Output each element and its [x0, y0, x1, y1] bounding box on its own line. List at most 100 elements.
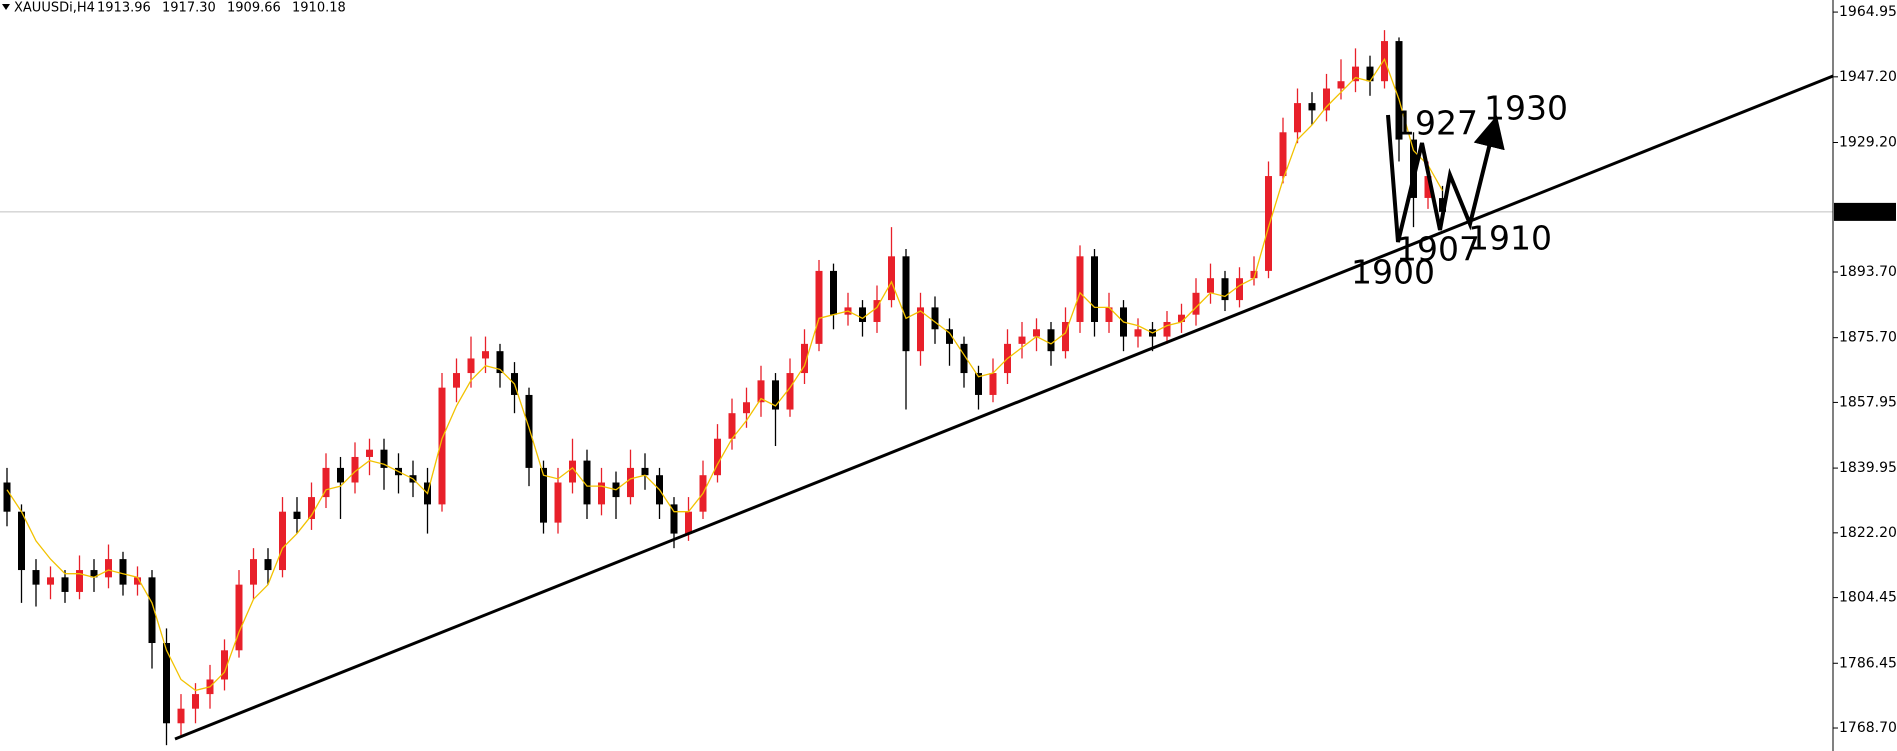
candle-body	[743, 402, 750, 414]
candle-body	[902, 256, 910, 352]
candle-body	[757, 380, 765, 403]
candle-body	[177, 708, 185, 724]
candle-body	[1134, 329, 1142, 337]
candle-body	[1308, 103, 1316, 111]
candle-body	[351, 456, 359, 483]
candle-body	[772, 380, 779, 410]
annotation: 1910	[1468, 219, 1552, 258]
low: 1909.66	[227, 1, 281, 16]
close: 1910.18	[292, 1, 346, 16]
symbol: XAUUSDi,H4	[14, 1, 95, 16]
y-tick-label: 1947.20	[1839, 69, 1897, 85]
candle-body	[540, 467, 547, 523]
candle-body	[61, 577, 69, 592]
candle-body	[917, 307, 924, 352]
annotation: 1907	[1396, 230, 1480, 269]
candle-body	[1163, 321, 1171, 337]
candle-body	[366, 449, 373, 457]
candle-body	[728, 413, 736, 439]
candle-body	[482, 351, 489, 359]
candle-body	[1221, 278, 1229, 301]
price-layer	[0, 30, 1833, 746]
zigzag-arrow	[1386, 114, 1505, 243]
candle-body	[47, 577, 54, 585]
candle-body	[1236, 278, 1243, 301]
candle-body	[815, 270, 823, 344]
candle-body	[931, 307, 939, 330]
candle-body	[3, 482, 11, 512]
candle-body	[641, 467, 649, 476]
candle-body	[1424, 176, 1432, 198]
candle-body	[960, 343, 968, 374]
candle-body	[1192, 292, 1200, 315]
y-tick-label: 1768.70	[1839, 720, 1897, 736]
candle-body	[888, 256, 895, 301]
candle-body	[453, 373, 460, 388]
current-price-label: 1910.18	[1837, 205, 1895, 221]
candle-body	[1091, 256, 1098, 322]
y-tick-label: 1929.20	[1839, 134, 1897, 150]
candle-body	[279, 511, 286, 571]
candle-body	[90, 570, 98, 578]
candle-body	[322, 467, 330, 498]
y-tick-label: 1857.95	[1839, 394, 1897, 410]
y-tick-label: 1822.20	[1839, 525, 1897, 541]
candle-body	[1279, 132, 1287, 177]
candle-body	[670, 504, 678, 534]
candle-body	[438, 387, 446, 505]
candle-body	[1018, 336, 1026, 344]
candle-body	[569, 460, 576, 483]
candle-body	[105, 559, 112, 578]
current-price-box	[1834, 202, 1896, 221]
candle-body	[496, 351, 504, 374]
candle-body	[1250, 270, 1258, 279]
candle-body	[235, 584, 243, 651]
candle-body	[293, 511, 301, 519]
candle-body	[134, 577, 141, 585]
annotation: 1927	[1394, 104, 1478, 143]
candle-body	[598, 482, 605, 505]
candle-body	[1395, 41, 1403, 140]
candle-body	[163, 643, 170, 724]
candle-body	[873, 300, 881, 322]
open: 1913.96	[97, 1, 151, 16]
high: 1917.30	[162, 1, 216, 16]
candle-body	[1033, 329, 1040, 337]
candle-body	[1439, 198, 1446, 212]
candle-body	[250, 559, 257, 585]
candle-body	[1352, 66, 1359, 82]
candle-body	[1105, 307, 1113, 322]
candle-body	[1062, 321, 1069, 352]
candle-body	[714, 438, 721, 476]
candle-body	[801, 343, 808, 374]
candle-body	[119, 559, 127, 585]
annotation: 1900	[1351, 253, 1435, 292]
candle-body	[786, 373, 794, 410]
candle-body	[583, 460, 591, 505]
candle-body	[975, 373, 982, 395]
candle-body	[627, 467, 634, 498]
candle-body	[32, 570, 40, 585]
header-icon	[2, 4, 10, 10]
candle-body	[1410, 139, 1417, 198]
candle-body	[1178, 314, 1185, 322]
candle-body	[148, 577, 156, 644]
candle-body	[830, 270, 837, 315]
candle-body	[337, 467, 344, 483]
candle-body	[685, 511, 692, 534]
candle-body	[1366, 66, 1374, 82]
candle-body	[1265, 176, 1272, 271]
candle-body	[76, 570, 83, 592]
candle-body	[380, 449, 388, 468]
y-tick-label: 1893.70	[1839, 264, 1897, 280]
y-tick-label: 1839.95	[1839, 460, 1897, 476]
candle-body	[467, 358, 475, 374]
candle-body	[18, 511, 25, 571]
y-tick-label: 1964.95	[1839, 4, 1897, 20]
candle-body	[554, 482, 562, 523]
candle-body	[1337, 81, 1345, 89]
candle-body	[192, 694, 199, 709]
candle-body	[1294, 103, 1301, 133]
